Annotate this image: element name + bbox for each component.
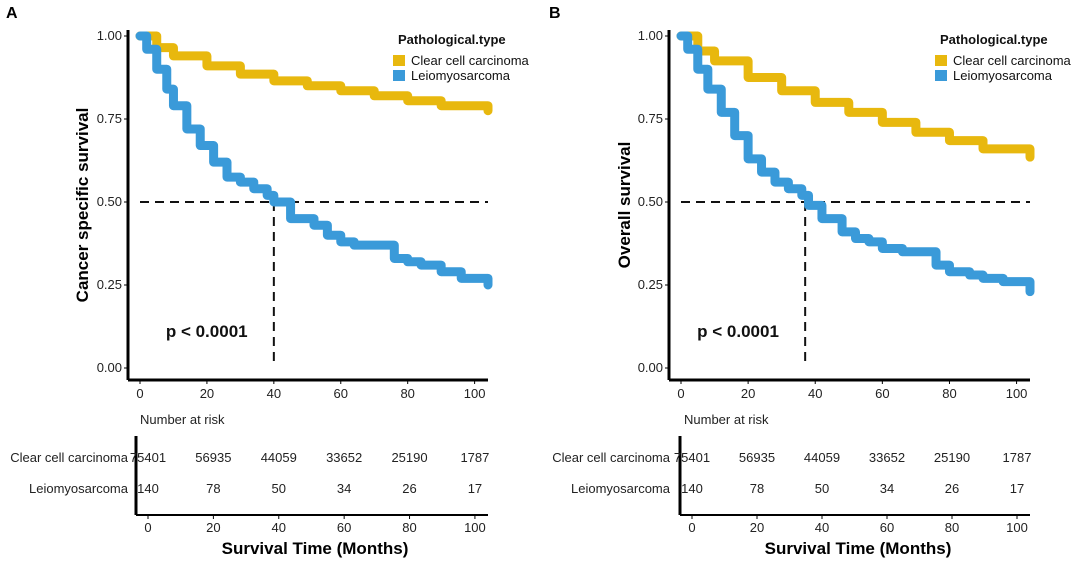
risk-x-tick-label: 80 (402, 520, 416, 535)
risk-cell: 44059 (261, 450, 297, 465)
risk-x-tick-label: 100 (1006, 520, 1028, 535)
y-tick-label: 0.00 (638, 360, 663, 375)
legend-swatch (393, 55, 405, 66)
y-tick-label: 0.00 (97, 360, 122, 375)
x-tick-label: 0 (136, 386, 143, 401)
x-tick-label: 100 (464, 386, 486, 401)
x-tick-label: 40 (267, 386, 281, 401)
x-tick-label: 0 (677, 386, 684, 401)
risk-cell: 26 (402, 481, 416, 496)
risk-cell: 50 (815, 481, 829, 496)
risk-x-tick-label: 40 (815, 520, 829, 535)
risk-cell: 1787 (460, 450, 489, 465)
x-tick-label: 20 (200, 386, 214, 401)
risk-x-tick-label: 0 (688, 520, 695, 535)
risk-cell: 1787 (1003, 450, 1032, 465)
risk-x-tick-label: 20 (206, 520, 220, 535)
risk-cell: 44059 (804, 450, 840, 465)
curve-leiomyosarcoma (135, 31, 493, 290)
risk-cell: 140 (137, 481, 159, 496)
panel-label: A (6, 5, 18, 22)
y-tick-label: 0.25 (638, 277, 663, 292)
p-value-label: p < 0.0001 (697, 322, 779, 341)
risk-x-tick-label: 60 (880, 520, 894, 535)
risk-table-title: Number at risk (684, 412, 769, 427)
risk-cell: 56935 (195, 450, 231, 465)
curve-leiomyosarcoma (676, 31, 1035, 297)
legend-entry: Leiomyosarcoma (411, 68, 511, 83)
y-tick-label: 0.50 (638, 194, 663, 209)
risk-cell: 140 (681, 481, 703, 496)
survival-panel-A: A 0.00 0.25 0.50 0.75 1.00 0 20 40 60 80 100 Cancer … (6, 5, 530, 558)
x-tick-label: 80 (942, 386, 956, 401)
risk-cell: 33652 (869, 450, 905, 465)
risk-cell: 17 (1010, 481, 1024, 496)
risk-cell: 78 (206, 481, 220, 496)
legend-entry: Clear cell carcinoma (953, 53, 1072, 68)
risk-row-label: Leiomyosarcoma (571, 481, 671, 496)
risk-row-label: Leiomyosarcoma (29, 481, 129, 496)
risk-cell: 33652 (326, 450, 362, 465)
y-tick-label: 0.75 (97, 111, 122, 126)
y-tick-label: 1.00 (97, 28, 122, 43)
risk-cell: 25190 (391, 450, 427, 465)
x-tick-label: 60 (334, 386, 348, 401)
risk-cell: 56935 (739, 450, 775, 465)
risk-row-label: Clear cell carcinoma (552, 450, 671, 465)
risk-table-title: Number at risk (140, 412, 225, 427)
risk-x-tick-label: 100 (464, 520, 486, 535)
legend-entry: Clear cell carcinoma (411, 53, 530, 68)
curve-clear-cell-carcinoma (676, 31, 1035, 162)
y-tick-label: 0.75 (638, 111, 663, 126)
risk-cell: 34 (880, 481, 894, 496)
legend-title: Pathological.type (940, 32, 1048, 47)
curve-clear-cell-carcinoma (135, 31, 493, 116)
x-tick-label: 80 (400, 386, 414, 401)
legend-swatch (935, 55, 947, 66)
risk-cell: 26 (945, 481, 959, 496)
legend-title: Pathological.type (398, 32, 506, 47)
y-axis-title: Cancer specific survival (73, 108, 92, 303)
risk-x-tick-label: 60 (337, 520, 351, 535)
p-value-label: p < 0.0001 (166, 322, 248, 341)
x-tick-label: 100 (1006, 386, 1028, 401)
x-axis-title: Survival Time (Months) (765, 539, 952, 558)
legend-swatch (393, 70, 405, 81)
y-tick-label: 0.50 (97, 194, 122, 209)
risk-x-tick-label: 80 (945, 520, 959, 535)
risk-x-tick-label: 0 (144, 520, 151, 535)
risk-cell: 75401 (674, 450, 710, 465)
panel-label: B (549, 5, 561, 22)
risk-x-tick-label: 40 (272, 520, 286, 535)
legend-swatch (935, 70, 947, 81)
x-tick-label: 60 (875, 386, 889, 401)
y-tick-label: 0.25 (97, 277, 122, 292)
risk-x-tick-label: 20 (750, 520, 764, 535)
risk-cell: 25190 (934, 450, 970, 465)
y-axis-title: Overall survival (615, 142, 634, 269)
x-tick-label: 40 (808, 386, 822, 401)
risk-cell: 78 (750, 481, 764, 496)
risk-row-label: Clear cell carcinoma (10, 450, 129, 465)
x-axis-title: Survival Time (Months) (222, 539, 409, 558)
y-tick-label: 1.00 (638, 28, 663, 43)
x-tick-label: 20 (741, 386, 755, 401)
legend-entry: Leiomyosarcoma (953, 68, 1053, 83)
risk-cell: 34 (337, 481, 351, 496)
survival-panel-B: B 0.00 0.25 0.50 0.75 1.00 0 20 40 60 80 100 Overall… (549, 5, 1072, 558)
risk-cell: 17 (468, 481, 482, 496)
risk-cell: 50 (272, 481, 286, 496)
risk-cell: 75401 (130, 450, 166, 465)
